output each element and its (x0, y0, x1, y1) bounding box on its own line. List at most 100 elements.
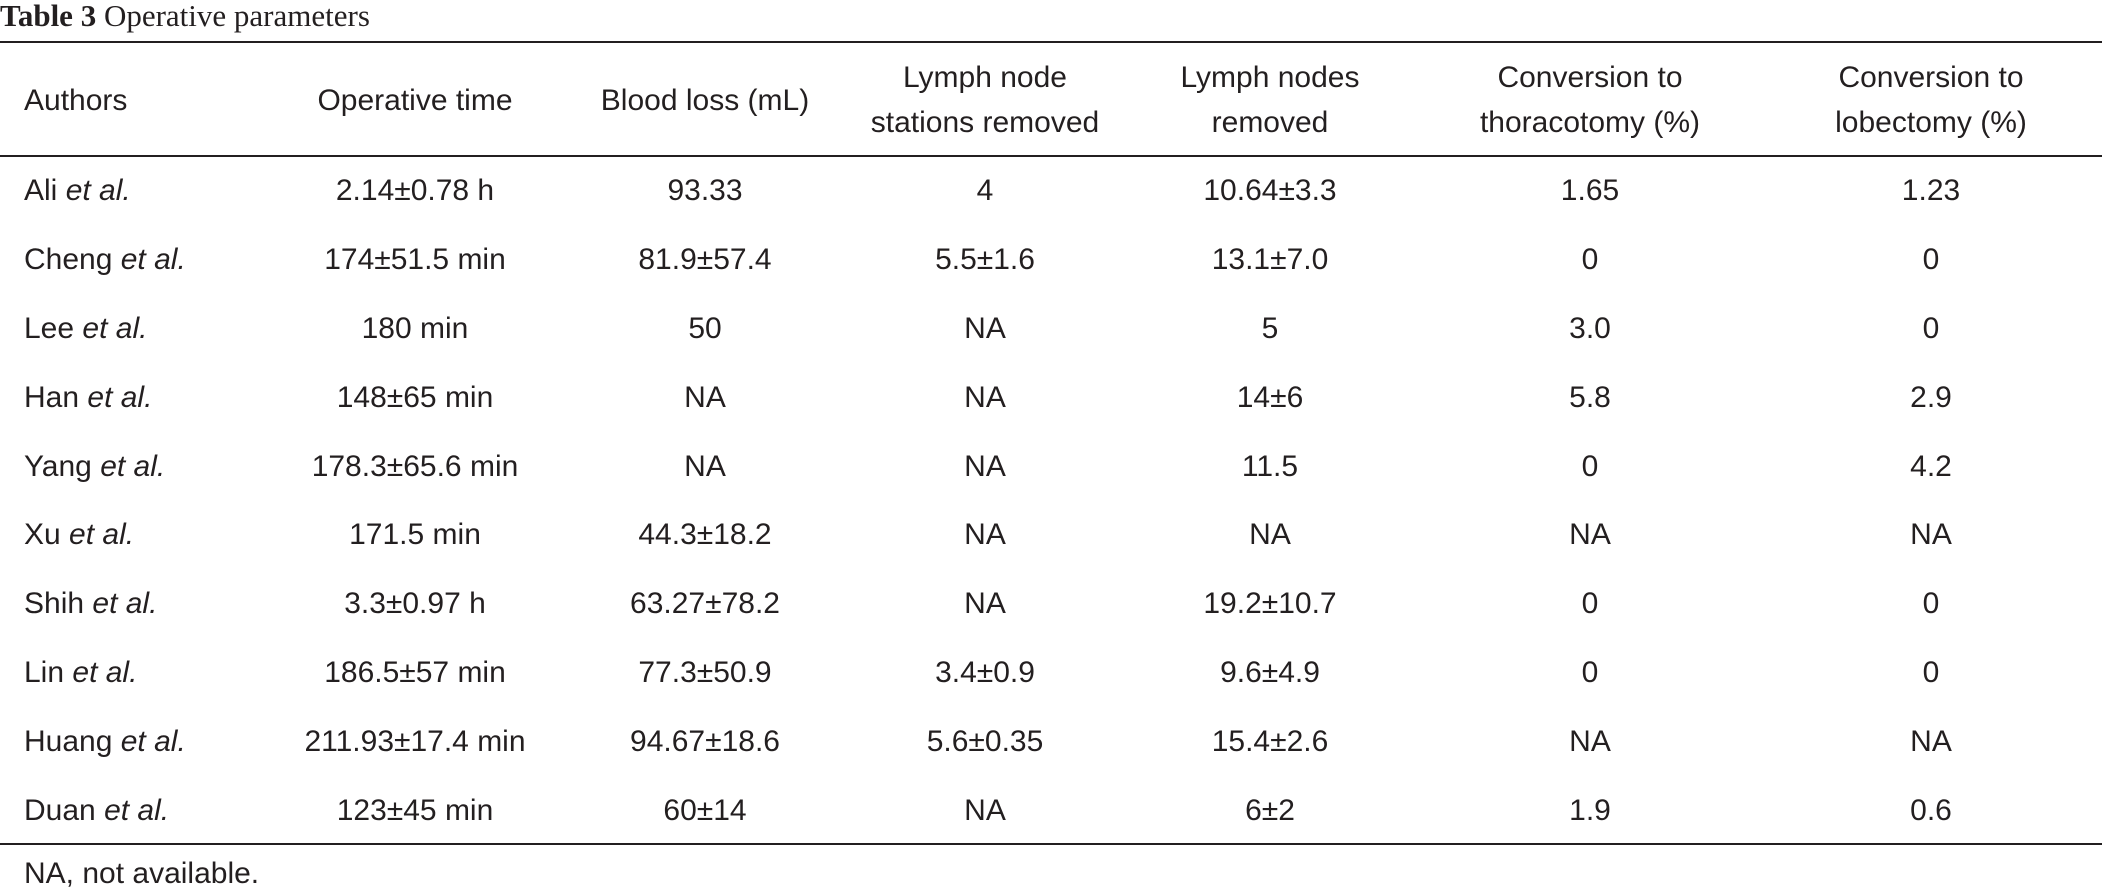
table-cell: 60±14 (663, 793, 747, 827)
table-cell: 3.0 (1569, 311, 1611, 345)
table-cell: NA (964, 587, 1006, 621)
table-cell: 6±2 (1245, 793, 1295, 827)
column-header-line: Blood loss (mL) (600, 83, 810, 117)
table-cell: 3.3±0.97 h (344, 587, 486, 621)
column-header-line: thoracotomy (%) (1479, 106, 1701, 139)
table-cell: 4 (976, 174, 994, 208)
author-cell: Han et al. (0, 363, 270, 432)
column-header: Conversion to thoracotomy (%) (1420, 43, 1760, 157)
author-name: Duan (24, 793, 96, 827)
author-etal: et al. (72, 655, 138, 689)
column-header-line: Operative time (317, 83, 513, 117)
table-caption-title: Operative parameters (103, 0, 370, 33)
table-cell: NA (964, 793, 1006, 827)
header-rule (0, 155, 2102, 157)
table-cell: 4.2 (1910, 449, 1952, 483)
table-cell: 0 (1581, 449, 1599, 483)
table-cell: NA (1569, 724, 1611, 758)
table-cell: 50 (688, 311, 722, 345)
author-etal: et al. (104, 793, 170, 827)
table-cell: NA (964, 380, 1006, 414)
author-etal: et al. (87, 380, 153, 414)
table-row: Lee et al. 180 min 50 NA 5 3.0 0 (0, 295, 2102, 364)
table-cell: 2.14±0.78 h (335, 174, 495, 208)
table-cell: NA (1249, 518, 1291, 552)
author-cell: Duan et al. (0, 776, 270, 845)
table-row: Duan et al. 123±45 min 60±14 NA 6±2 1.9 0.6 (0, 776, 2102, 845)
table-cell: NA (1569, 518, 1611, 552)
column-header-line: removed (1211, 106, 1329, 139)
header-row: Authors Operative time Blood loss (mL) Lymp… (0, 43, 2102, 157)
table-cell: 5.5±1.6 (935, 243, 1035, 277)
operative-parameters-table: Authors Operative time Blood loss (mL) Lymp… (0, 43, 2102, 845)
table-row: Huang et al. 211.93±17.4 min 94.67±18.6 5.6… (0, 707, 2102, 776)
table-cell: 63.27±78.2 (630, 587, 780, 621)
table-row: Cheng et al. 174±51.5 min 81.9±57.4 5.5±1.6… (0, 226, 2102, 295)
table-cell: 178.3±65.6 min (311, 449, 519, 483)
author-cell: Xu et al. (0, 501, 270, 570)
table-cell: 123±45 min (336, 793, 494, 827)
table-cell: NA (684, 449, 726, 483)
author-name: Cheng (24, 243, 113, 277)
table-row: Yang et al. 178.3±65.6 min NA NA 11.5 0 4.2 (0, 432, 2102, 501)
author-etal: et al. (120, 724, 186, 758)
author-etal: et al. (69, 518, 135, 552)
author-name: Huang (24, 724, 113, 758)
table-cell: 171.5 min (349, 518, 481, 552)
table-cell: NA (1910, 724, 1952, 758)
author-name: Yang (24, 449, 92, 483)
table-row: Ali et al. 2.14±0.78 h 93.33 4 10.64±3.3 1.65… (0, 157, 2102, 226)
table-cell: 13.1±7.0 (1211, 243, 1329, 277)
table-cell: 0 (1922, 655, 1940, 689)
table-cell: NA (964, 449, 1006, 483)
table-cell: 11.5 (1241, 449, 1299, 483)
author-cell: Huang et al. (0, 707, 270, 776)
column-header-line: Lymph node (902, 61, 1067, 94)
table-cell: 1.23 (1901, 174, 1961, 208)
column-header: Authors (0, 43, 270, 157)
author-etal: et al. (100, 449, 166, 483)
table-cell: 14±6 (1236, 380, 1304, 414)
column-header: Operative time (270, 43, 560, 157)
table-cell: 1.65 (1560, 174, 1620, 208)
table-cell: NA (684, 380, 726, 414)
table-cell: 186.5±57 min (324, 655, 506, 689)
table-cell: 2.9 (1910, 380, 1952, 414)
column-header: Conversion to lobectomy (%) (1760, 43, 2102, 157)
author-cell: Yang et al. (0, 432, 270, 501)
table-cell: 1.9 (1569, 793, 1611, 827)
top-rule (0, 41, 2102, 43)
author-name: Lee (24, 311, 75, 345)
column-header-line: Lymph nodes (1180, 61, 1360, 94)
column-header: Blood loss (mL) (560, 43, 850, 157)
table-cell: 3.4±0.9 (935, 655, 1035, 689)
column-header: Lymph nodes removed (1120, 43, 1420, 157)
table-cell: 0 (1581, 587, 1599, 621)
table-cell: 0 (1581, 243, 1599, 277)
author-name: Shih (24, 587, 85, 621)
table-row: Lin et al. 186.5±57 min 77.3±50.9 3.4±0.9 9.… (0, 639, 2102, 708)
table-cell: 15.4±2.6 (1211, 724, 1329, 758)
column-header-line: Conversion to (1497, 61, 1683, 94)
author-cell: Lin et al. (0, 639, 270, 708)
column-header-line: stations removed (870, 106, 1100, 139)
table-cell: NA (1910, 518, 1952, 552)
table-cell: 0 (1581, 655, 1599, 689)
author-name: Lin (24, 655, 65, 689)
table-caption-label: Table 3 (0, 0, 97, 33)
table-cell: 10.64±3.3 (1203, 174, 1337, 208)
table-cell: 93.33 (667, 174, 743, 208)
table-row: Xu et al. 171.5 min 44.3±18.2 NA NA NA NA (0, 501, 2102, 570)
author-cell: Lee et al. (0, 295, 270, 364)
table-cell: 5.6±0.35 (926, 724, 1044, 758)
table-cell: 180 min (361, 311, 469, 345)
table-header: Authors Operative time Blood loss (mL) Lymp… (0, 43, 2102, 157)
author-etal: et al. (120, 243, 186, 277)
table-cell: 174±51.5 min (324, 243, 506, 277)
table-cell: 44.3±18.2 (638, 518, 772, 552)
table-cell: 0 (1922, 243, 1940, 277)
table-cell: 81.9±57.4 (638, 243, 772, 277)
table-row: Shih et al. 3.3±0.97 h 63.27±78.2 NA 19.2±10… (0, 570, 2102, 639)
column-header: Lymph node stations removed (850, 43, 1120, 157)
author-etal: et al. (65, 174, 131, 208)
